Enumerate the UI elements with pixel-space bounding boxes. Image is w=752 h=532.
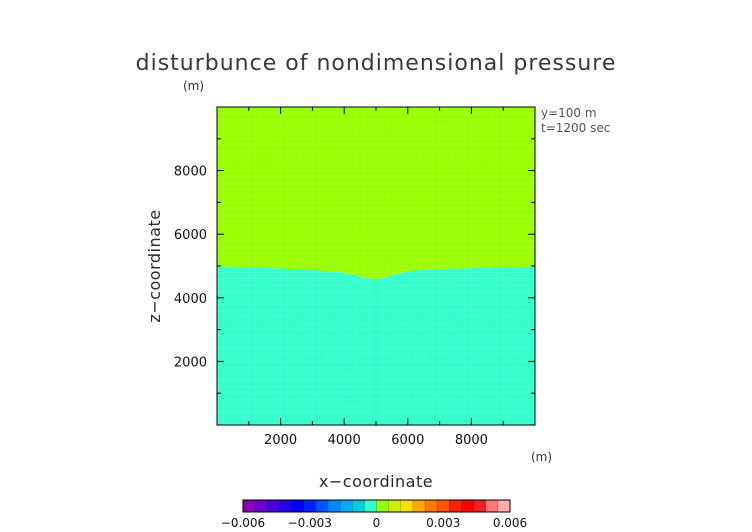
- grid: [217, 107, 535, 425]
- colorbar-swatch: [352, 500, 365, 512]
- colorbar-swatch: [255, 500, 268, 512]
- colorbar-swatch: [376, 500, 390, 512]
- colorbar-swatch: [449, 500, 462, 512]
- colorbar-swatch: [485, 500, 499, 512]
- colorbar-tick-label: −0.003: [288, 516, 332, 530]
- x-tick-label: 8000: [455, 433, 488, 448]
- colorbar-tick-label: −0.006: [221, 516, 265, 530]
- x-tick-label: 4000: [328, 433, 361, 448]
- y-tick-label: 8000: [174, 165, 207, 180]
- colorbar-swatch: [303, 500, 317, 512]
- annotation-y-slice: y=100 m: [541, 106, 597, 120]
- colorbar-swatch: [340, 500, 353, 512]
- y-axis: 2000 4000 6000 8000: [174, 138, 535, 394]
- colorbar-swatch: [267, 500, 280, 512]
- colorbar-swatch: [327, 500, 341, 512]
- region-lower: [217, 266, 535, 425]
- colorbar-swatch: [425, 500, 438, 512]
- x-unit-label: (m): [531, 450, 552, 464]
- z-unit-label: (m): [183, 79, 204, 93]
- y-tick-label: 2000: [174, 355, 207, 370]
- x-axis-label: x−coordinate: [319, 472, 433, 491]
- colorbar-swatch: [461, 500, 474, 512]
- colorbar-swatch: [315, 500, 329, 512]
- colorbar: [242, 499, 511, 513]
- plot-area: [216, 106, 536, 426]
- colorbar-swatch: [291, 500, 305, 512]
- colorbar-swatch: [473, 500, 487, 512]
- colorbar-swatch: [497, 500, 511, 512]
- colorbar-ticks: −0.006 −0.003 0 0.003 0.006: [221, 516, 527, 530]
- region-upper: [217, 107, 535, 280]
- x-axis: 2000 4000 6000 8000: [248, 107, 504, 448]
- y-tick-label: 4000: [174, 292, 207, 307]
- chart-title: disturbunce of nondimensional pressure: [136, 51, 617, 76]
- colorbar-swatch: [364, 500, 377, 512]
- colorbar-swatch: [279, 500, 292, 512]
- y-axis-label: z−coordinate: [145, 209, 164, 322]
- colorbar-frame: [242, 499, 511, 513]
- x-tick-label: 2000: [264, 433, 297, 448]
- colorbar-tick-label: 0: [373, 516, 381, 530]
- colorbar-swatch: [388, 500, 402, 512]
- colorbar-tick-label: 0.006: [493, 516, 527, 530]
- annotation-time: t=1200 sec: [541, 121, 610, 135]
- colorbar-tick-label: 0.003: [426, 516, 460, 530]
- colorbar-swatch: [412, 500, 426, 512]
- colorbar-swatch: [400, 500, 414, 512]
- y-tick-label: 6000: [174, 228, 207, 243]
- colorbar-swatch: [243, 500, 256, 512]
- x-tick-label: 6000: [391, 433, 424, 448]
- colorbar-swatch: [437, 500, 450, 512]
